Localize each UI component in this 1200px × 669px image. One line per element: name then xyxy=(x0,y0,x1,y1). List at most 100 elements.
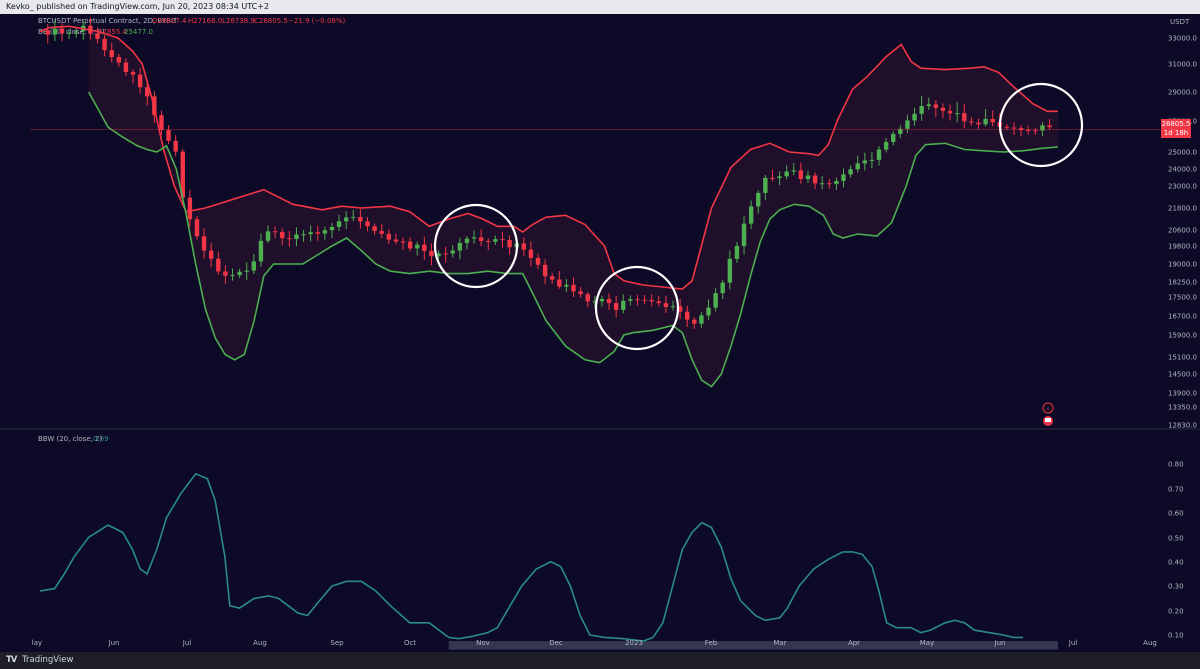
candle-body xyxy=(258,240,264,262)
legend-open: O26827.4 xyxy=(152,17,187,25)
candle-body xyxy=(1004,126,1010,128)
bbw-tick-label: 0.60 xyxy=(1168,510,1184,518)
tradingview-logo-icon[interactable]: TV xyxy=(6,655,17,665)
candle-body xyxy=(677,306,683,312)
candle-body xyxy=(180,151,185,198)
candle-body xyxy=(301,234,306,236)
candle-body xyxy=(386,233,392,240)
time-tick-label: Sep xyxy=(330,639,344,647)
candle-body xyxy=(1026,130,1031,132)
candle-body xyxy=(315,232,320,234)
candle-body xyxy=(741,223,747,246)
bbw-axis[interactable]: 0.80 0.70 0.60 0.50 0.40 0.30 0.20 0.10 xyxy=(1168,461,1184,640)
candle-body xyxy=(656,301,661,304)
candle-body xyxy=(805,175,811,180)
candle-body xyxy=(216,258,221,272)
legend-high: H27166.0 xyxy=(188,17,222,25)
candle-body xyxy=(173,140,178,152)
price-tick-label: 16700.0 xyxy=(1168,313,1197,321)
time-axis[interactable]: lay Jun Jul Aug Sep Oct Nov Dec 2023 Feb Mar Apr May… xyxy=(32,639,1157,647)
candle-body xyxy=(933,104,939,108)
svg-text:⚡: ⚡ xyxy=(1046,406,1050,413)
candle-body xyxy=(95,33,100,39)
bbw-tick-label: 0.40 xyxy=(1168,559,1184,567)
candle-body xyxy=(223,271,228,276)
chart-canvas[interactable]: BTCUSDT Perpetual Contract, 2D, BYBIT O2… xyxy=(0,14,1200,666)
candle-body xyxy=(521,243,526,250)
candle-body xyxy=(336,221,342,227)
time-tick-label: Aug xyxy=(1143,639,1157,647)
candle-body xyxy=(599,298,605,302)
time-tick-label: Jul xyxy=(1068,639,1078,647)
price-tick-label: 20600.0 xyxy=(1168,227,1197,235)
annotation-circles xyxy=(433,82,1084,351)
price-axis[interactable]: USDT33000.031000.029000.027500.025000.02… xyxy=(1168,18,1197,430)
bbw-line xyxy=(39,472,1023,642)
candle-body xyxy=(251,261,257,271)
time-tick-label: 2023 xyxy=(625,639,643,647)
last-price-tag: 26805.5 1d 18h xyxy=(1161,119,1191,138)
bbw-pane[interactable] xyxy=(39,472,1058,650)
event-icons[interactable]: ⚡ xyxy=(1042,402,1054,426)
candle-body xyxy=(855,163,860,170)
candle-body xyxy=(237,271,242,276)
legend-bbw-value: 0.09 xyxy=(93,435,109,443)
price-tick-label: 15100.0 xyxy=(1168,354,1197,362)
publish-info: Kevko_ published on TradingView.com, Jun… xyxy=(6,2,270,11)
candle-body xyxy=(621,300,626,310)
candle-body xyxy=(777,176,782,179)
price-tick-label: 19800.0 xyxy=(1168,243,1197,251)
candle-body xyxy=(265,231,271,241)
candle-body xyxy=(841,174,846,181)
candle-body xyxy=(230,275,235,277)
candle-body xyxy=(898,128,903,134)
annotation-circle-dec xyxy=(594,265,680,351)
candle-body xyxy=(663,303,669,308)
candle-body xyxy=(748,206,754,224)
candle-body xyxy=(372,226,377,231)
bb-lower-line xyxy=(87,91,1059,388)
candle-body xyxy=(635,299,640,301)
time-tick-label: Mar xyxy=(773,639,786,647)
candle-body xyxy=(407,241,413,249)
candle-body xyxy=(436,253,441,257)
candle-body xyxy=(578,291,583,295)
candle-body xyxy=(379,230,384,234)
time-tick-label: Apr xyxy=(848,639,860,647)
candle-body xyxy=(365,221,370,227)
candle-body xyxy=(308,232,313,235)
time-tick-label: Feb xyxy=(705,639,718,647)
candle-body xyxy=(798,170,804,180)
candle-body xyxy=(1018,128,1024,131)
price-tick-label: 31000.0 xyxy=(1168,61,1197,69)
time-tick-label: Jun xyxy=(108,639,120,647)
candle-body xyxy=(720,282,725,294)
candle-body xyxy=(194,219,200,237)
candle-body xyxy=(976,122,981,125)
candle-body xyxy=(940,107,946,111)
candle-body xyxy=(1047,125,1052,128)
candle-body xyxy=(500,239,505,241)
candle-body xyxy=(74,31,79,33)
candle-body xyxy=(422,244,427,251)
candle-body xyxy=(699,315,704,324)
price-tick-label: 21800.0 xyxy=(1168,205,1197,213)
time-tick-label: May xyxy=(920,639,934,647)
legend-change: −21.9 (−0.08%) xyxy=(288,17,346,25)
bbw-squeeze-zone xyxy=(448,641,1058,650)
price-pane[interactable] xyxy=(30,17,1160,388)
candle-body xyxy=(443,253,448,255)
bbw-tick-label: 0.30 xyxy=(1168,583,1184,591)
time-tick-label: Jun xyxy=(994,639,1006,647)
candle-body xyxy=(1033,130,1038,132)
price-tick-label: 14500.0 xyxy=(1168,371,1197,379)
candle-body xyxy=(585,294,590,302)
candle-body xyxy=(464,238,470,244)
candle-body xyxy=(812,175,818,184)
candle-body xyxy=(471,237,477,239)
price-tick-label: 13350.0 xyxy=(1168,404,1197,412)
candle-body xyxy=(52,28,58,35)
candles xyxy=(45,17,1052,329)
candle-body xyxy=(692,319,697,324)
lightning-icon[interactable] xyxy=(1042,402,1054,414)
